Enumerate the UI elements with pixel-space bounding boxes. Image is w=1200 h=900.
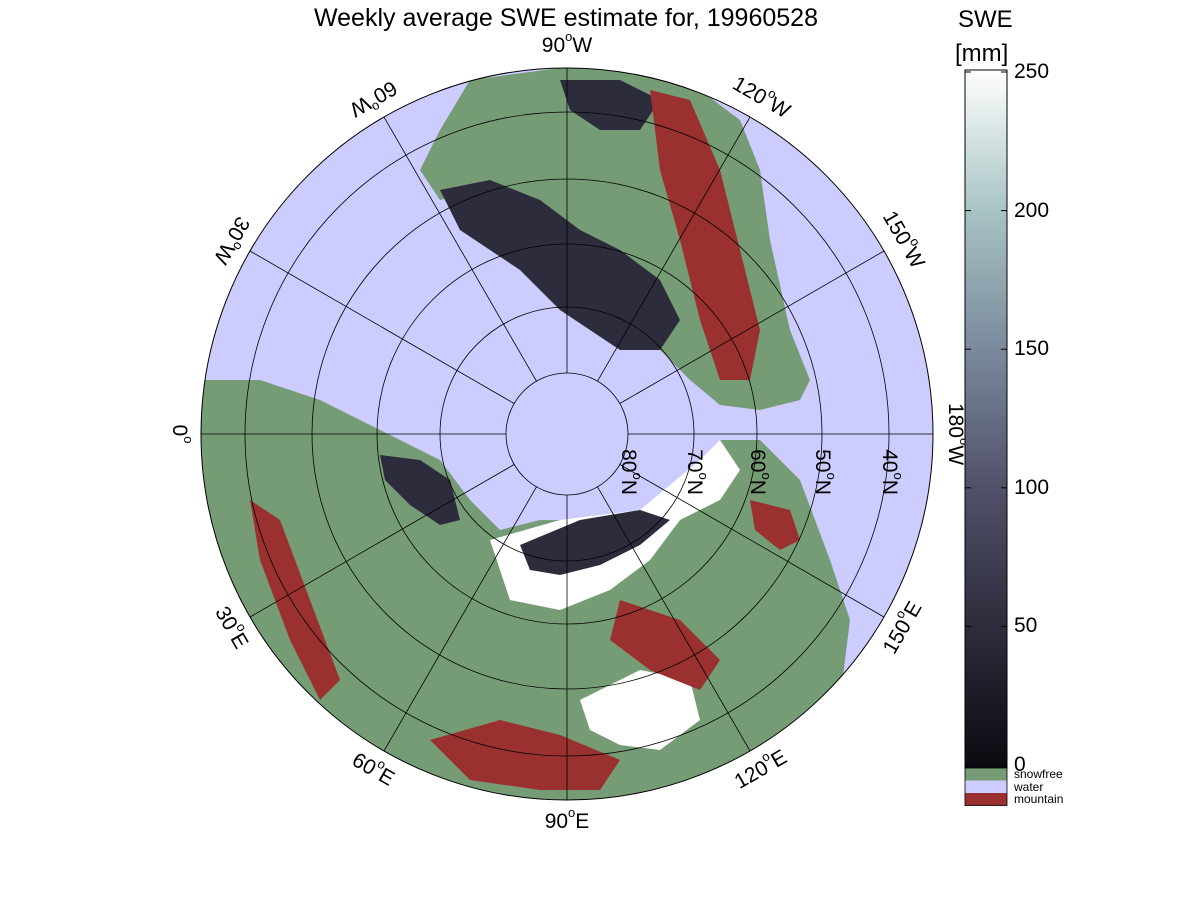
legend-label-water: water <box>1014 779 1044 794</box>
canada-swe-region <box>440 180 680 350</box>
greenland <box>420 290 540 420</box>
longitude-label: 90oE <box>545 805 590 832</box>
legend-label-mountain: mountain <box>1014 792 1064 806</box>
rockies-mountains <box>650 90 760 380</box>
meridian-line <box>383 486 537 752</box>
meridian-line <box>619 464 885 618</box>
latitude-labels: 80oN 70oN 60oN 50oN 40oN <box>617 449 905 495</box>
legend-swatch-water <box>965 780 1007 793</box>
chart-title: Weekly average SWE estimate for, 1996052… <box>314 4 818 32</box>
legend-swatch-snowfree <box>965 768 1007 781</box>
legend-label-snowfree: snowfree <box>1014 767 1063 781</box>
colorbar-label: SWE <box>958 6 1013 33</box>
longitude-label: 90oW <box>542 29 593 56</box>
meridian-line <box>249 250 515 404</box>
graticule <box>201 68 933 800</box>
colorbar-unit: [mm] <box>955 40 1009 67</box>
map-boundary <box>200 67 934 801</box>
colorbar-tick-label: 150 <box>1014 337 1050 361</box>
himalaya-mountains <box>430 720 620 790</box>
legend-border <box>964 767 1008 806</box>
legend-swatches <box>964 767 1008 806</box>
canada-north-swe <box>560 80 660 130</box>
longitude-label: 0o <box>168 425 195 444</box>
latitude-label: 80oN <box>617 449 644 495</box>
tibet-snow <box>580 670 700 750</box>
latitude-label: 70oN <box>683 449 710 495</box>
meridian-line <box>597 486 751 752</box>
meridian-line <box>597 116 751 382</box>
latitude-label: 50oN <box>811 449 838 495</box>
asia-mountains <box>610 600 720 690</box>
colorbar-tick-label: 250 <box>1014 60 1050 83</box>
europe-mountains <box>250 500 340 700</box>
longitude-label: 180oW <box>944 403 971 465</box>
colorbar-tick-label: 200 <box>1014 198 1050 222</box>
east-siberia-mountains <box>750 500 800 550</box>
colorbar <box>964 69 1008 769</box>
latitude-label: 40oN <box>878 449 905 495</box>
meridian-line <box>249 464 515 618</box>
meridian-line <box>383 116 537 382</box>
colorbar-tick-label: 100 <box>1014 475 1050 499</box>
legend-swatch-mountain <box>965 793 1007 806</box>
latitude-label: 60oN <box>746 449 773 495</box>
colorbar-tick-label: 0 <box>1014 753 1026 776</box>
colorbar-ticks <box>965 71 1007 766</box>
colorbar-tick-label: 50 <box>1014 614 1038 638</box>
land-layer <box>201 68 850 800</box>
meridian-line <box>619 250 885 404</box>
siberia-swe <box>520 510 670 575</box>
